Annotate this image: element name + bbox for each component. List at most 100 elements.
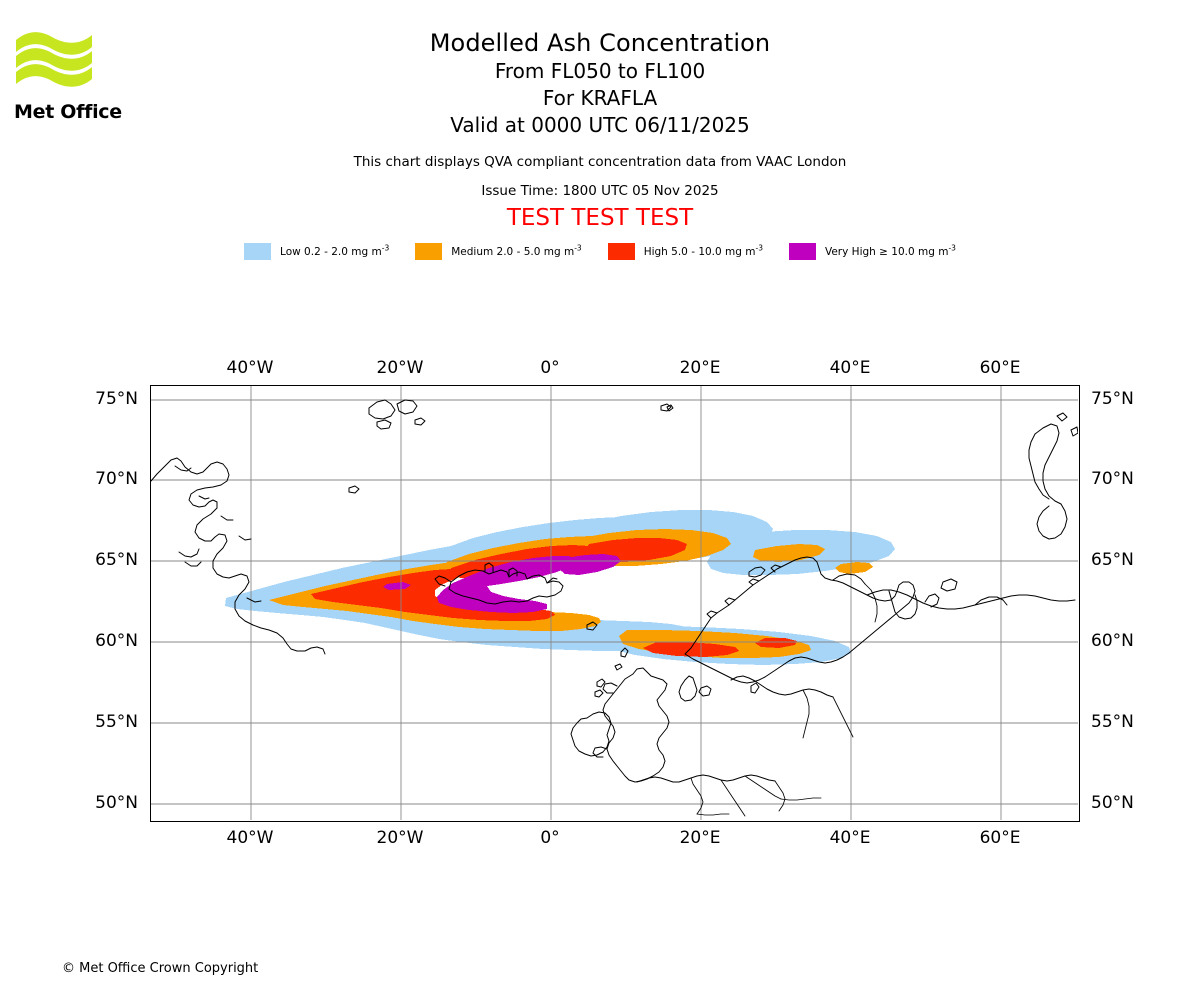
map-container: 40°W 20°W 0° 20°E 40°E 60°E 40°W 20°W 0°… bbox=[95, 358, 1134, 848]
met-office-logo: Met Office bbox=[14, 26, 134, 123]
coastline-white-sea bbox=[888, 590, 918, 620]
lon-tick-top-40w: 40°W bbox=[226, 358, 274, 378]
coastline-shetland bbox=[620, 647, 629, 658]
coastline-svalbard-b bbox=[396, 399, 418, 415]
coastline-arctic-islet bbox=[414, 417, 426, 426]
lat-tick-right-75n: 75°N bbox=[1091, 389, 1134, 409]
legend-label-medium: Medium 2.0 - 5.0 mg m-3 bbox=[451, 243, 582, 258]
issue-time: Issue Time: 1800 UTC 05 Nov 2025 bbox=[481, 183, 719, 199]
coastline-iceland bbox=[448, 569, 564, 605]
logo-wordmark: Met Office bbox=[14, 101, 122, 123]
country-borders bbox=[690, 583, 878, 817]
ash-concentration-map bbox=[151, 386, 1078, 820]
coastline-greenland-inlet-c bbox=[178, 548, 200, 558]
graticule-layer bbox=[151, 386, 1078, 820]
legend-item-medium: Medium 2.0 - 5.0 mg m-3 bbox=[415, 243, 582, 260]
coastline-hebrides-a bbox=[596, 678, 606, 688]
lon-tick-bottom-40w: 40°W bbox=[226, 828, 274, 848]
coastline-svalbard-a bbox=[368, 399, 396, 420]
volcano-line: For KRAFLA bbox=[542, 86, 658, 110]
coastline-baltic bbox=[730, 675, 834, 698]
lat-tick-left-60n: 60°N bbox=[95, 631, 138, 651]
lat-tick-right-60n: 60°N bbox=[1091, 631, 1134, 651]
coastline-gotland bbox=[750, 682, 760, 694]
qva-note: This chart displays QVA compliant concen… bbox=[353, 154, 847, 170]
coastline-iceland-fjord-n bbox=[484, 562, 494, 573]
legend-label-very-high: Very High ≥ 10.0 mg m-3 bbox=[824, 243, 956, 258]
flight-level-line: From FL050 to FL100 bbox=[494, 59, 706, 83]
legend-swatch-high bbox=[607, 243, 635, 260]
legend-swatch-very-high bbox=[788, 243, 816, 260]
lon-tick-top-60e: 60°E bbox=[979, 358, 1021, 378]
coastline-norway-fjord-d bbox=[770, 564, 782, 573]
coastline-norway-fjord-b bbox=[724, 597, 736, 606]
lat-tick-left-50n: 50°N bbox=[95, 793, 138, 813]
lon-tick-bottom-0: 0° bbox=[540, 828, 560, 848]
coastline-jan-mayen bbox=[348, 485, 360, 494]
coastline-faroe bbox=[586, 621, 598, 631]
coastline-novaya-zemlya-south bbox=[1036, 503, 1068, 540]
coastline-greenland-inlet-b bbox=[198, 495, 210, 500]
lat-tick-left-70n: 70°N bbox=[95, 469, 138, 489]
coastline-greenland-fjord-g bbox=[246, 597, 262, 603]
coastline-nz-islet-b bbox=[1056, 412, 1068, 422]
copyright-notice: © Met Office Crown Copyright bbox=[62, 961, 259, 976]
coastline-iceland-fjord-ne bbox=[508, 567, 518, 578]
coastline-scandinavia bbox=[684, 556, 916, 684]
ash-plume-layer bbox=[225, 510, 895, 665]
coastline-nz-islet-a bbox=[1070, 426, 1078, 437]
coastline-scotland-west bbox=[602, 682, 618, 694]
coastline-greenland-fjord-e bbox=[220, 515, 234, 521]
lon-tick-bottom-60e: 60°E bbox=[979, 828, 1021, 848]
coastline-pechora bbox=[974, 596, 1008, 606]
lat-tick-right-65n: 65°N bbox=[1091, 550, 1134, 570]
coastline-novaya-zemlya-north bbox=[1034, 423, 1062, 505]
coastline-kanin bbox=[924, 593, 940, 608]
coastline-norway-fjord-a bbox=[706, 610, 718, 619]
coastline-zealand bbox=[698, 685, 712, 697]
coastline-greenland-fjord-f bbox=[238, 535, 252, 541]
coastline-bear-island bbox=[660, 403, 672, 412]
coastline-iceland-fjords-nw bbox=[434, 575, 452, 587]
coastline-layer bbox=[151, 399, 1078, 817]
coastline-norway-fjord-c bbox=[748, 578, 760, 586]
coastline-lofoten bbox=[748, 566, 766, 578]
lat-tick-left-55n: 55°N bbox=[95, 712, 138, 732]
coastline-greenland-inlet-a bbox=[174, 465, 192, 472]
valid-time-line: Valid at 0000 UTC 06/11/2025 bbox=[450, 113, 750, 137]
legend-item-high: High 5.0 - 10.0 mg m-3 bbox=[607, 243, 763, 260]
concentration-legend: Low 0.2 - 2.0 mg m-3 Medium 2.0 - 5.0 mg … bbox=[0, 243, 1200, 260]
legend-swatch-low bbox=[244, 243, 272, 260]
legend-label-high: High 5.0 - 10.0 mg m-3 bbox=[643, 243, 763, 258]
logo-waves-icon bbox=[16, 32, 92, 87]
map-plot-frame bbox=[150, 385, 1080, 822]
lat-tick-right-55n: 55°N bbox=[1091, 712, 1134, 732]
page-title: Modelled Ash Concentration bbox=[429, 29, 771, 57]
lon-tick-top-40e: 40°E bbox=[829, 358, 871, 378]
lon-tick-bottom-40e: 40°E bbox=[829, 828, 871, 848]
legend-swatch-medium bbox=[415, 243, 443, 260]
coastline-great-britain bbox=[602, 667, 670, 783]
coastline-ireland bbox=[570, 711, 612, 757]
chart-header: Modelled Ash Concentration From FL050 to… bbox=[0, 28, 1200, 232]
coastline-greenland-inlet-d bbox=[184, 561, 202, 567]
lon-tick-bottom-20w: 20°W bbox=[376, 828, 424, 848]
coastline-denmark bbox=[678, 675, 698, 702]
legend-label-low: Low 0.2 - 2.0 mg m-3 bbox=[280, 243, 390, 258]
coastline-hebrides-b bbox=[594, 689, 604, 698]
test-banner: TEST TEST TEST bbox=[506, 205, 694, 231]
lon-tick-bottom-20e: 20°E bbox=[679, 828, 721, 848]
coastline-greenland bbox=[151, 457, 326, 655]
legend-item-very-high: Very High ≥ 10.0 mg m-3 bbox=[788, 243, 956, 260]
coastline-iceland-fjord-e bbox=[546, 577, 558, 584]
lon-tick-top-20w: 20°W bbox=[376, 358, 424, 378]
coastline-kola-coast bbox=[832, 573, 866, 585]
coastline-orkney bbox=[614, 663, 623, 671]
legend-item-low: Low 0.2 - 2.0 mg m-3 bbox=[244, 243, 389, 260]
lat-tick-right-70n: 70°N bbox=[1091, 469, 1134, 489]
coastline-england-wales bbox=[592, 746, 608, 758]
lat-tick-left-75n: 75°N bbox=[95, 389, 138, 409]
lon-tick-top-20e: 20°E bbox=[679, 358, 721, 378]
lat-tick-left-65n: 65°N bbox=[95, 550, 138, 570]
coastline-europe-north bbox=[636, 774, 776, 783]
